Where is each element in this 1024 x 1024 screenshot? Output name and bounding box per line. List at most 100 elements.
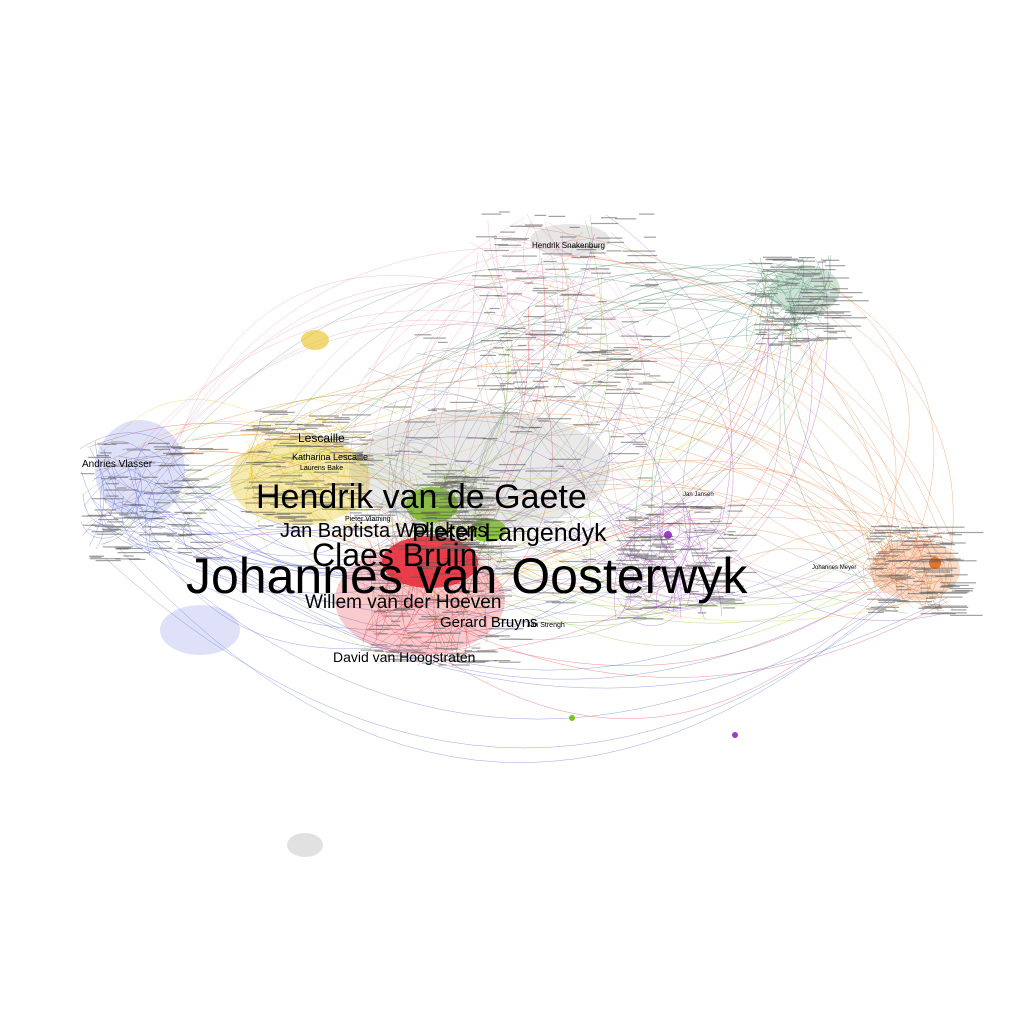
minor-node-label-mark <box>467 558 492 561</box>
minor-node-label-mark <box>542 253 573 255</box>
minor-node-label-mark <box>461 479 485 481</box>
minor-node-label-mark <box>418 547 434 550</box>
minor-node-label-mark <box>366 586 380 589</box>
minor-node-label-mark <box>920 587 931 589</box>
minor-node-label-mark <box>659 556 677 558</box>
minor-node-label-mark <box>651 567 669 569</box>
minor-node-label-mark <box>354 514 376 516</box>
minor-node-label-mark <box>330 506 354 508</box>
label-willem-van-der-hoeven: Willem van der Hoeven <box>305 592 501 613</box>
minor-node-label-mark <box>643 524 655 526</box>
graph-edge <box>624 338 781 601</box>
minor-node-label-mark <box>106 495 119 497</box>
minor-node-label-mark <box>178 533 195 536</box>
minor-node-label-mark <box>443 557 453 560</box>
minor-node-label-mark <box>496 567 520 570</box>
minor-node-label-mark <box>167 523 190 526</box>
minor-node-label-mark <box>513 381 528 383</box>
minor-node-label-mark <box>80 473 95 475</box>
minor-node-label-mark <box>532 290 567 292</box>
minor-node-label-mark <box>814 285 825 287</box>
minor-node-label-mark <box>494 660 511 662</box>
minor-node-label-mark <box>251 486 274 488</box>
minor-node-label-mark <box>456 539 474 541</box>
minor-node-label-mark <box>240 510 252 513</box>
minor-node-label-mark <box>367 569 385 571</box>
minor-node-label-mark <box>708 580 726 583</box>
minor-node-label-mark <box>263 513 291 515</box>
minor-node-label-mark <box>437 520 449 522</box>
minor-node-label-mark <box>427 476 463 478</box>
minor-node-label-mark <box>90 556 102 558</box>
graph-edge <box>442 479 867 595</box>
graph-edge <box>100 479 142 549</box>
minor-node-label-mark <box>752 304 781 306</box>
graph-edge <box>271 498 358 526</box>
minor-node-label-mark <box>177 547 214 550</box>
minor-node-label-mark <box>600 349 615 351</box>
minor-node-label-mark <box>105 465 136 467</box>
minor-node-label-mark <box>535 386 549 388</box>
minor-node-label-mark <box>790 345 801 347</box>
minor-node-label-mark <box>493 347 504 349</box>
minor-node-label-mark <box>103 443 117 445</box>
minor-node-label-mark <box>615 520 644 522</box>
minor-node-label-mark <box>480 497 496 500</box>
minor-node-label-mark <box>613 567 649 569</box>
minor-node-label-mark <box>573 382 586 384</box>
graph-edge <box>133 516 193 528</box>
minor-node-label-mark <box>386 577 402 579</box>
minor-node-label-mark <box>639 535 674 537</box>
minor-node-label-mark <box>187 486 221 488</box>
graph-edge <box>644 518 714 569</box>
minor-node-label-mark <box>629 285 658 287</box>
minor-node-label-mark <box>819 277 831 279</box>
minor-node-label-mark <box>811 312 845 314</box>
minor-node-label-mark <box>464 543 480 545</box>
minor-node-label-mark <box>626 388 643 390</box>
minor-node-label-mark <box>393 608 415 611</box>
minor-node-label-mark <box>523 316 545 318</box>
graph-edge <box>783 312 899 612</box>
minor-node-label-mark <box>798 257 815 259</box>
graph-edge <box>554 406 611 550</box>
minor-node-label-mark <box>688 578 699 580</box>
minor-node-label-mark <box>264 438 298 440</box>
minor-node-label-mark <box>544 396 576 398</box>
minor-node-label-mark <box>573 424 600 426</box>
graph-edge <box>250 415 347 431</box>
minor-node-label-mark <box>139 510 158 513</box>
label-katharina-lescaille: Katharina Lescaille <box>292 452 368 462</box>
minor-node-label-mark <box>533 287 548 289</box>
minor-node-label-mark <box>496 560 507 563</box>
minor-node-label-mark <box>627 255 658 257</box>
minor-node-label-mark <box>495 295 507 297</box>
minor-node-label-mark <box>710 520 721 523</box>
graph-edge <box>921 559 952 606</box>
minor-node-label-mark <box>357 459 384 461</box>
graph-edge <box>619 574 692 609</box>
minor-node-label-mark <box>298 427 318 429</box>
minor-node-label-mark <box>427 535 451 537</box>
minor-node-label-mark <box>690 506 723 508</box>
minor-node-label-mark <box>639 213 655 215</box>
graph-edge <box>500 251 558 388</box>
minor-node-label-mark <box>589 252 606 254</box>
minor-node-label-mark <box>371 582 407 584</box>
graph-edge <box>474 308 609 511</box>
minor-node-label-mark <box>545 268 569 270</box>
minor-node-label-mark <box>867 598 901 600</box>
minor-node-label-mark <box>817 261 827 263</box>
minor-node-label-mark <box>621 321 639 323</box>
minor-node-label-mark <box>91 498 123 500</box>
minor-node-label-mark <box>338 487 362 489</box>
graph-edge <box>158 247 560 471</box>
minor-node-label-mark <box>784 337 810 339</box>
minor-node-label-mark <box>617 549 642 551</box>
minor-node-label-mark <box>641 550 676 552</box>
minor-node-label-mark <box>932 546 946 548</box>
minor-node-label-mark <box>931 612 967 614</box>
minor-node-label-mark <box>644 558 674 560</box>
graph-edge <box>650 538 708 608</box>
minor-node-label-mark <box>769 343 793 345</box>
